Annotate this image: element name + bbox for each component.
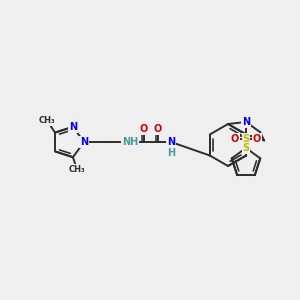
- Text: O: O: [140, 124, 148, 134]
- Text: N: N: [167, 137, 175, 147]
- Text: CH₃: CH₃: [39, 116, 56, 125]
- Text: NH: NH: [122, 137, 138, 147]
- Text: O: O: [154, 124, 162, 134]
- Text: O: O: [253, 134, 261, 144]
- Text: N: N: [80, 137, 88, 147]
- Text: O: O: [231, 134, 239, 144]
- Text: H: H: [167, 148, 175, 158]
- Text: N: N: [69, 122, 77, 132]
- Text: CH₃: CH₃: [69, 165, 85, 174]
- Text: N: N: [242, 117, 250, 127]
- Text: S: S: [242, 134, 250, 144]
- Text: S: S: [242, 143, 250, 153]
